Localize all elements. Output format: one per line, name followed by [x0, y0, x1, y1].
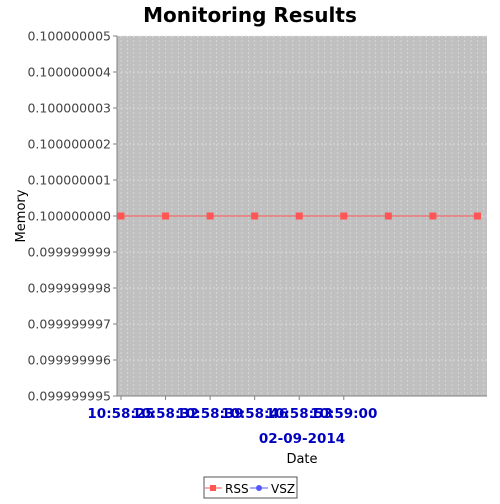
- x-tick-label: 10:58:39: [177, 406, 244, 422]
- chart-title: Monitoring Results: [143, 3, 357, 27]
- y-tick-label: 0.100000000: [27, 209, 111, 224]
- data-point-rss: [340, 212, 348, 220]
- legend-vsz-label: VSZ: [271, 482, 295, 496]
- y-tick-label: 0.099999998: [27, 281, 111, 296]
- y-tick-label: 0.099999995: [27, 389, 111, 404]
- y-tick-label: 0.099999997: [27, 317, 111, 332]
- x-ticks: 10:58:2510:58:3210:58:3910:58:4610:58:53…: [87, 396, 377, 422]
- x-tick-label: 10:58:53: [266, 406, 333, 422]
- data-point-rss: [162, 212, 170, 220]
- y-tick-label: 0.099999999: [27, 245, 111, 260]
- y-ticks: 0.100000005 0.100000004 0.100000003 0.10000…: [27, 29, 117, 404]
- y-tick-label: 0.100000005: [27, 29, 111, 44]
- data-point-rss: [117, 212, 125, 220]
- x-tick-label: 10:58:25: [87, 406, 154, 422]
- x-axis-label: Date: [286, 452, 317, 467]
- y-tick-label: 0.100000002: [27, 137, 111, 152]
- legend-vsz-marker: [256, 485, 262, 491]
- series-layer: [117, 212, 481, 220]
- y-tick-label: 0.100000004: [27, 65, 111, 80]
- x-tick-label: 10:58:32: [132, 406, 199, 422]
- y-tick-label: 0.099999996: [27, 353, 111, 368]
- data-point-rss: [384, 212, 392, 220]
- data-point-rss: [251, 212, 259, 220]
- legend-rss-label: RSS: [225, 482, 249, 496]
- x-tick-label: 10:59:00: [310, 406, 377, 422]
- y-tick-label: 0.100000003: [27, 101, 111, 116]
- y-axis-label: Memory: [14, 189, 29, 242]
- legend: RSS VSZ: [203, 476, 298, 499]
- data-point-rss: [473, 212, 481, 220]
- data-point-rss: [429, 212, 437, 220]
- data-point-rss: [206, 212, 214, 220]
- x-tick-label: 10:58:46: [221, 406, 288, 422]
- data-point-rss: [295, 212, 303, 220]
- y-tick-label: 0.100000001: [27, 173, 111, 188]
- x-date-label: 02-09-2014: [259, 431, 345, 447]
- legend-rss-marker: [210, 485, 216, 491]
